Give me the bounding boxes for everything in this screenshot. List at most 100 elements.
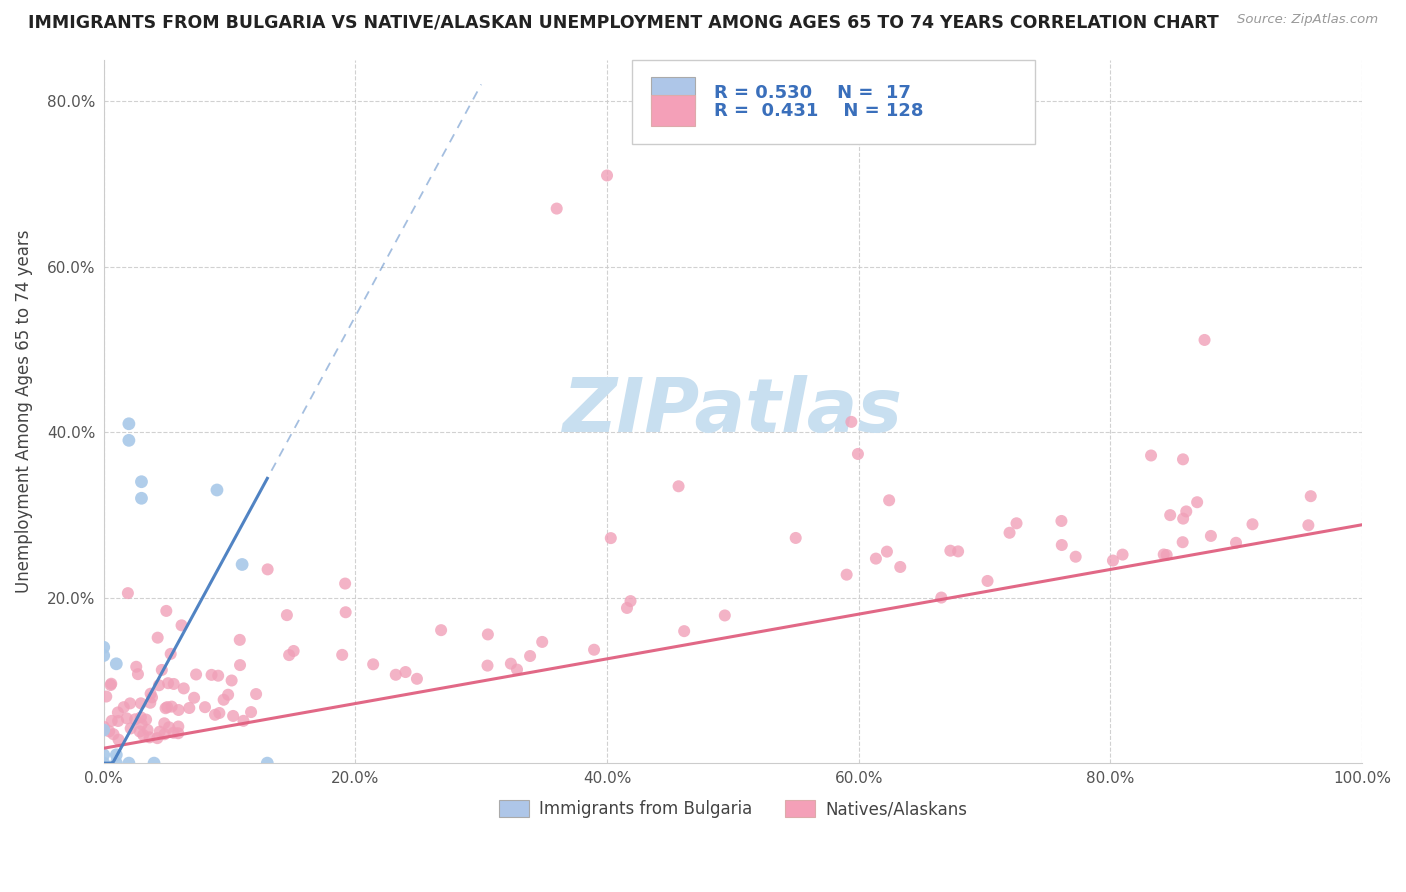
Point	[128, 724, 150, 739]
Point	[877, 493, 900, 508]
Point	[931, 591, 953, 605]
Point	[1171, 535, 1194, 549]
Point	[148, 678, 170, 692]
Point	[98, 724, 121, 739]
Point	[118, 434, 141, 448]
Point	[146, 731, 169, 746]
Point	[430, 623, 453, 637]
Point	[599, 531, 621, 545]
Point	[1175, 504, 1198, 518]
Point	[167, 719, 190, 733]
Point	[194, 700, 217, 714]
Point	[105, 657, 128, 671]
Point	[477, 627, 499, 641]
Point	[276, 608, 298, 623]
Point	[107, 714, 129, 728]
Point	[668, 479, 690, 493]
Point	[1102, 553, 1125, 567]
Point	[212, 692, 235, 706]
Point	[283, 644, 305, 658]
Point	[256, 756, 278, 771]
Point	[619, 594, 641, 608]
Point	[1241, 517, 1264, 532]
Point	[93, 648, 115, 663]
Point	[131, 475, 153, 489]
Point	[100, 714, 122, 728]
Point	[93, 747, 115, 762]
Point	[1140, 449, 1163, 463]
Point	[150, 663, 173, 677]
Point	[361, 657, 384, 672]
Point	[163, 677, 186, 691]
Point	[1156, 548, 1178, 562]
Point	[170, 618, 193, 632]
Point	[160, 699, 183, 714]
Point	[183, 690, 205, 705]
Point	[173, 681, 195, 696]
Point	[256, 562, 278, 576]
Point	[1171, 452, 1194, 467]
Point	[157, 676, 180, 690]
Point	[139, 696, 162, 710]
Point	[616, 601, 638, 615]
Point	[149, 724, 172, 739]
Point	[499, 657, 522, 671]
Point	[1199, 529, 1222, 543]
Point	[100, 677, 122, 691]
Point	[207, 669, 229, 683]
Point	[184, 667, 207, 681]
Point	[335, 605, 357, 619]
Point	[120, 697, 142, 711]
Point	[100, 678, 122, 692]
Bar	[633, 60, 1035, 144]
Point	[221, 673, 243, 688]
Point	[200, 668, 222, 682]
Point	[1194, 333, 1216, 347]
Point	[135, 713, 157, 727]
Point	[1299, 489, 1322, 503]
Point	[155, 701, 177, 715]
Point	[1005, 516, 1028, 531]
Point	[333, 576, 356, 591]
Point	[107, 706, 129, 720]
Point	[112, 700, 135, 714]
Point	[105, 747, 128, 762]
Point	[146, 631, 169, 645]
Point	[222, 709, 245, 723]
Point	[1185, 495, 1208, 509]
Point	[103, 727, 125, 741]
Point	[1298, 518, 1320, 533]
Point	[531, 635, 554, 649]
Point	[1153, 548, 1175, 562]
Point	[1173, 511, 1195, 525]
Point	[93, 720, 115, 734]
Point	[167, 726, 190, 740]
Point	[127, 667, 149, 681]
Point	[865, 551, 887, 566]
Bar	[651, 78, 695, 109]
Legend: Immigrants from Bulgaria, Natives/Alaskans: Immigrants from Bulgaria, Natives/Alaska…	[492, 794, 974, 825]
Point	[139, 687, 162, 701]
Point	[156, 700, 179, 714]
Point	[229, 658, 252, 673]
Point	[998, 525, 1021, 540]
Point	[117, 586, 139, 600]
Point	[714, 608, 737, 623]
Point	[673, 624, 696, 639]
Point	[132, 728, 155, 742]
Point	[138, 731, 160, 745]
Point	[93, 723, 115, 737]
Point	[159, 647, 181, 661]
Point	[118, 417, 141, 431]
Point	[205, 483, 228, 497]
Point	[477, 658, 499, 673]
Text: Source: ZipAtlas.com: Source: ZipAtlas.com	[1237, 13, 1378, 27]
Point	[107, 732, 129, 747]
Point	[129, 710, 152, 724]
Point	[546, 202, 568, 216]
Point	[384, 667, 406, 681]
Y-axis label: Unemployment Among Ages 65 to 74 years: Unemployment Among Ages 65 to 74 years	[15, 229, 32, 593]
Point	[124, 712, 146, 726]
Point	[231, 558, 253, 572]
Point	[876, 544, 898, 558]
